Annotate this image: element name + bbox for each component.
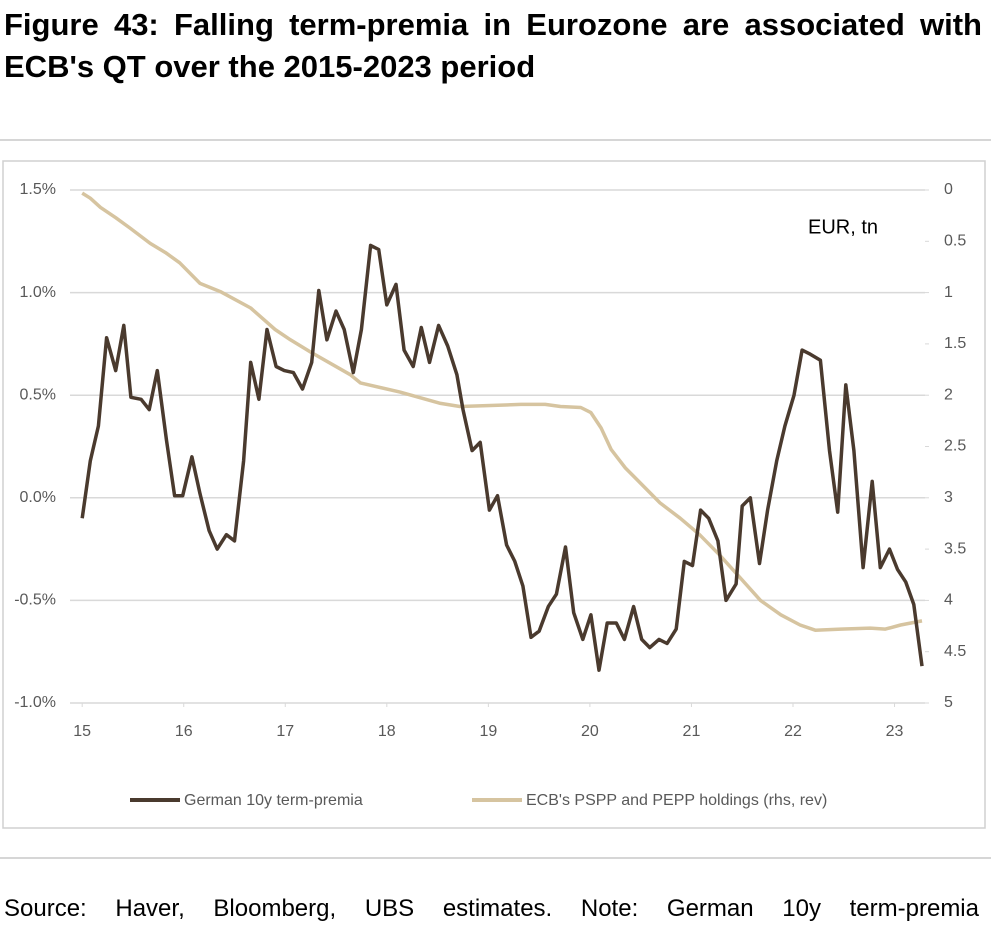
y2-tick-label: 5	[944, 694, 953, 711]
y2-tick-label: 3.5	[944, 540, 966, 557]
y2-tick-label: 4	[944, 592, 953, 609]
chart-title: Figure 43: Falling term-premia in Eurozo…	[4, 7, 982, 84]
x-tick-label: 21	[683, 723, 701, 740]
y2-tick-label: 1.5	[944, 335, 966, 352]
x-tick-label: 19	[479, 723, 497, 740]
legend-label: German 10y term-premia	[184, 792, 363, 809]
y-tick-label: 1.5%	[20, 181, 56, 198]
y2-tick-label: 2.5	[944, 438, 966, 455]
x-tick-label: 17	[276, 723, 294, 740]
y-tick-label: 1.0%	[20, 284, 56, 301]
y2-tick-label: 1	[944, 284, 953, 301]
y-tick-label: -0.5%	[14, 592, 56, 609]
x-tick-label: 15	[73, 723, 91, 740]
annotation: EUR, tn	[808, 216, 878, 238]
legend-label: ECB's PSPP and PEPP holdings (rhs, rev)	[526, 792, 827, 809]
series-line	[80, 243, 924, 672]
chart-frame	[2, 160, 986, 829]
x-tick-label: 18	[378, 723, 396, 740]
y2-tick-label: 4.5	[944, 643, 966, 660]
y2-tick-label: 2	[944, 386, 953, 403]
x-tick-label: 22	[784, 723, 802, 740]
y-tick-label: 0.5%	[20, 386, 56, 403]
y2-tick-label: 0.5	[944, 233, 966, 250]
x-tick-label: 16	[175, 723, 193, 740]
y2-tick-label: 3	[944, 489, 953, 506]
x-tick-label: 20	[581, 723, 599, 740]
y2-tick-label: 0	[944, 181, 953, 198]
series-line	[81, 191, 923, 632]
y-tick-label: -1.0%	[14, 694, 56, 711]
y-tick-label: 0.0%	[20, 489, 56, 506]
x-tick-label: 23	[886, 723, 904, 740]
source-note: Source: Haver, Bloomberg, UBS estimates.…	[4, 895, 979, 922]
